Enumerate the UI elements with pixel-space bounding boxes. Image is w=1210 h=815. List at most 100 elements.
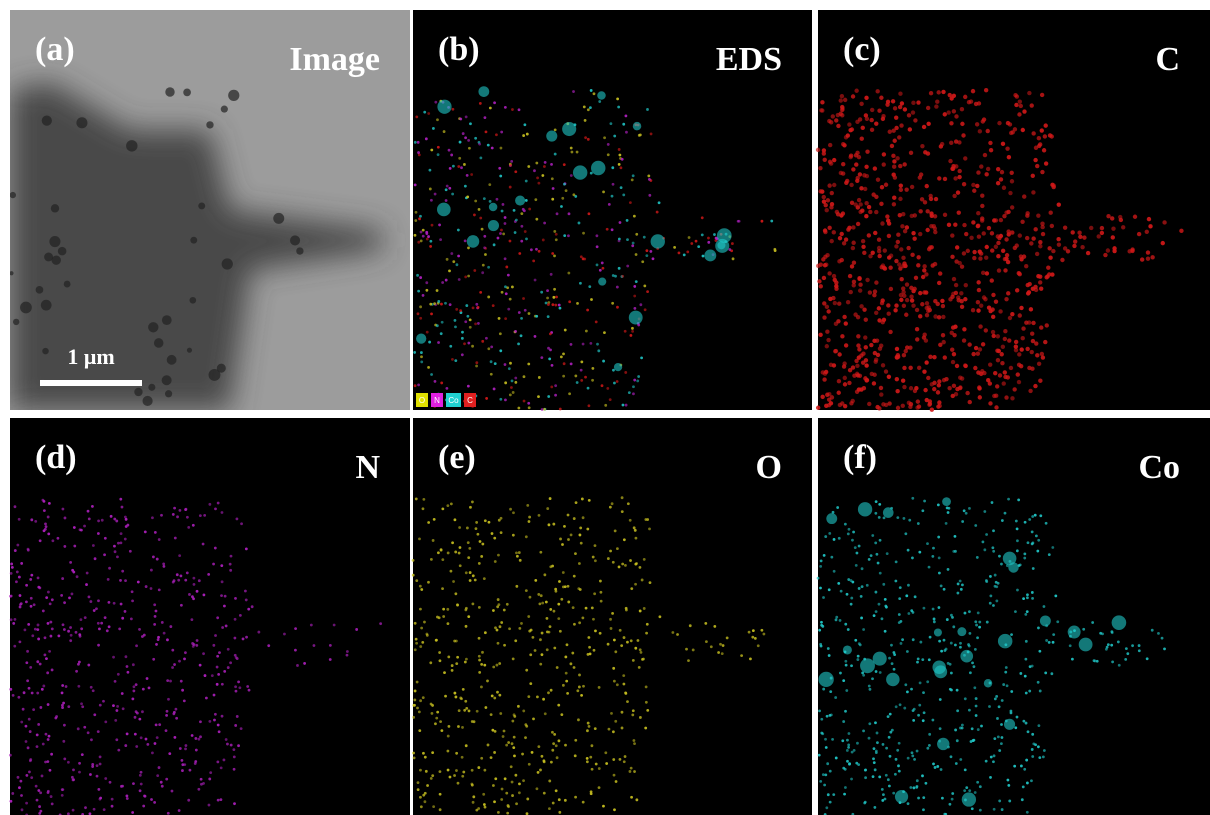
map-dot [862,250,867,256]
map-dot [562,163,566,167]
map-dot [955,688,959,692]
map-dot [899,619,903,623]
map-dot [442,130,446,133]
map-dot [563,585,567,589]
map-dot [873,806,877,809]
map-dot [839,231,844,237]
map-dot [636,379,640,383]
map-dot [819,559,823,563]
map-dot [1039,514,1043,518]
map-dot [198,663,202,667]
map-dot [999,352,1004,357]
map-dot [153,622,157,626]
map-dot [617,565,621,569]
map-dot [1026,596,1029,600]
map-dot [863,376,868,381]
map-dot [303,662,306,665]
map-dot [38,805,41,808]
map-dot [43,527,47,531]
particle [134,387,143,397]
map-dot [933,766,937,769]
cluster [1067,625,1081,639]
map-dot [562,374,566,378]
map-dot [585,756,589,760]
map-dot [332,623,336,627]
map-dot [1050,272,1055,277]
map-dot [466,541,470,545]
map-dot [484,253,487,256]
map-dot [1038,240,1043,245]
map-dot [64,685,68,688]
map-dot [826,647,830,650]
map-dot [855,221,861,227]
map-dot [22,691,26,695]
map-dot [1126,652,1130,656]
map-dot [509,507,512,511]
map-dot [421,507,425,511]
map-dot [937,379,942,384]
map-dot [498,693,502,697]
map-dot [878,538,882,542]
map-dot [617,162,621,166]
map-dot [980,369,985,374]
map-dot [823,783,827,787]
map-dot [1003,329,1008,334]
map-dot [1007,784,1011,787]
map-dot [862,307,867,312]
map-dot [464,115,468,119]
map-dot [553,287,556,291]
map-dot [629,559,632,562]
map-dot [177,578,181,582]
map-dot [932,762,935,766]
map-dot [941,377,947,383]
map-dot [824,304,830,310]
map-dot [1040,169,1045,175]
map-dot [124,525,128,528]
map-dot [164,729,168,732]
map-dot [113,517,117,521]
map-dot [607,202,611,206]
map-dot [416,706,419,710]
map-dot [517,791,521,795]
map-dot [622,636,626,639]
map-dot [50,627,54,631]
map-dot [894,705,898,709]
map-dot [1137,644,1141,647]
map-dot [198,514,202,517]
map-dot [976,636,979,640]
map-dot [1009,205,1015,210]
map-dot [1145,250,1151,255]
map-dot [638,565,642,569]
map-dot [1110,643,1114,647]
map-dot [1056,242,1062,247]
map-dot [478,540,482,543]
map-dot [429,776,433,780]
map-dot [220,511,224,514]
panel-title: Co [1138,449,1180,486]
map-dot [34,784,38,788]
map-dot [819,564,823,568]
map-dot [874,610,878,614]
map-dot [170,789,174,793]
map-dot [966,99,972,105]
map-dot [588,652,592,656]
map-dot [606,143,610,146]
map-dot [132,782,135,786]
map-dot [877,515,881,519]
map-dot [867,290,873,295]
map-dot [216,654,220,658]
map-dot [558,580,561,583]
particle [148,383,156,391]
map-dot [826,397,832,402]
map-dot [1003,511,1007,515]
map-dot [535,314,539,318]
map-dot [35,745,39,749]
particle [189,296,197,304]
map-dot [829,238,834,244]
map-dot [992,529,995,533]
map-dot [503,363,507,366]
map-dot [89,685,93,689]
map-dot [1025,346,1030,352]
map-dot [177,809,181,812]
legend-label: C [467,396,473,405]
